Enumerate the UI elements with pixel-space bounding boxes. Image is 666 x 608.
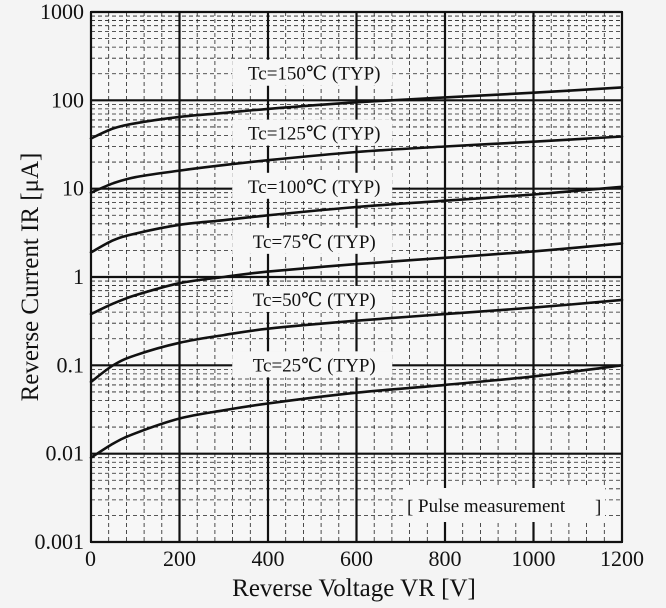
y-tick-label: 100 — [51, 87, 84, 112]
series-line — [89, 135, 624, 194]
x-axis-title: Reverse Voltage VR [V] — [232, 575, 476, 602]
x-tick-label: 200 — [163, 546, 196, 571]
x-tick-label: 0 — [85, 546, 96, 571]
series-line — [89, 298, 624, 384]
y-axis-title: Reverse Current IR [μA] — [17, 153, 44, 402]
curve-label-background — [232, 172, 393, 199]
y-tick-label: 0.001 — [35, 529, 85, 554]
curve-label-background — [232, 119, 393, 146]
curve-label-background — [232, 351, 393, 378]
x-tick-label: 1200 — [600, 546, 644, 571]
curve-label-background — [232, 285, 393, 312]
curve-label-background — [232, 59, 393, 86]
y-tick-label: 1 — [73, 264, 84, 289]
curve-label: Tc=150℃ (TYP) — [248, 64, 380, 85]
annotation-right-bracket: ] — [595, 497, 601, 518]
x-tick-label: 600 — [340, 546, 373, 571]
series-layer — [89, 86, 624, 459]
tick-labels: 0 200 400 600 800 1000 1200 0.001 0.01 0.1 1 10 100 1… — [35, 0, 645, 571]
y-tick-label: 1000 — [40, 0, 84, 24]
curve-label: Tc=50℃ (TYP) — [253, 290, 376, 311]
x-tick-label: 800 — [429, 546, 462, 571]
series-line — [89, 86, 624, 140]
x-tick-label: 400 — [252, 546, 285, 571]
annotation-text: Pulse measurement — [418, 496, 566, 517]
y-tick-label: 0.01 — [46, 441, 85, 466]
series-line — [89, 242, 624, 316]
curve-label: Tc=125℃ (TYP) — [248, 124, 380, 145]
plot-frame — [90, 11, 623, 543]
y-tick-label: 10 — [62, 176, 84, 201]
series-line — [89, 364, 624, 459]
curve-labels: Tc=150℃ (TYP) Tc=125℃ (TYP) Tc=100℃ (TYP) T… — [232, 59, 393, 378]
curve-label: Tc=75℃ (TYP) — [253, 232, 376, 253]
y-tick-label: 0.1 — [57, 352, 85, 377]
curve-label: Tc=100℃ (TYP) — [248, 177, 380, 198]
annotation-left-bracket: [ — [407, 497, 413, 518]
annotation-background — [404, 488, 605, 522]
x-tick-label: 1000 — [512, 546, 556, 571]
curve-label-background — [232, 227, 393, 254]
series-line — [89, 185, 624, 254]
annotation-box: [ Pulse measurement ] — [404, 488, 605, 522]
curve-label: Tc=25℃ (TYP) — [253, 355, 376, 376]
